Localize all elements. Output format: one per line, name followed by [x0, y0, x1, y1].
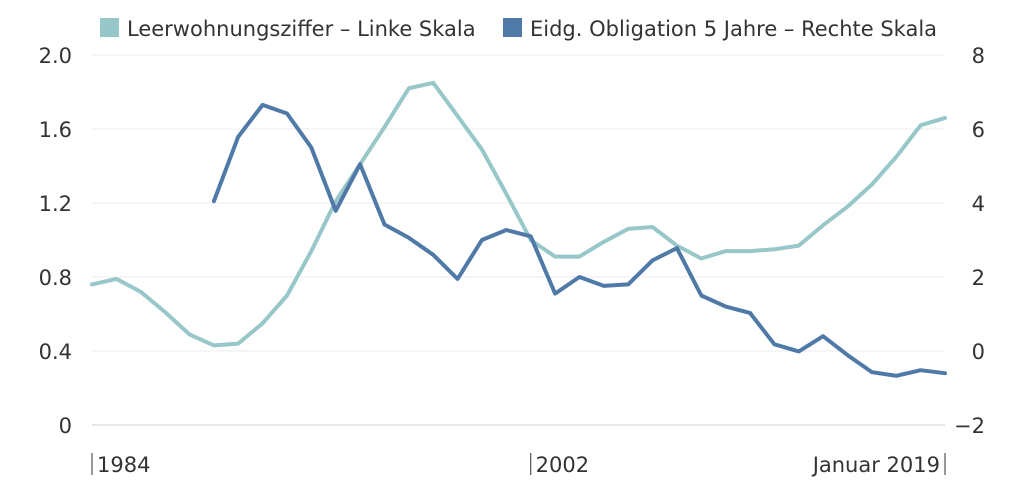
- series-line-bond: [211, 102, 947, 378]
- axes: 2.0 1.6 1.2 0.8 0.4 0 8 6 4 2 0 −2 1984 2002 Januar 20…: [39, 44, 985, 477]
- data-point-vacancy: [334, 200, 337, 202]
- data-point-vacancy: [408, 87, 410, 90]
- x-tick-label: Januar 2019: [811, 453, 940, 477]
- data-point-vacancy: [310, 250, 313, 252]
- data-point-bond: [822, 335, 824, 338]
- data-point-vacancy: [554, 255, 556, 258]
- data-point-vacancy: [505, 192, 508, 195]
- y-right-tick-label: 8: [972, 44, 985, 68]
- data-point-bond: [481, 239, 483, 241]
- data-point-bond: [359, 163, 361, 165]
- data-point-vacancy: [383, 126, 386, 128]
- data-point-vacancy: [237, 342, 240, 345]
- y-right-tick-label: 6: [972, 118, 985, 142]
- series-line-vacancy: [90, 80, 947, 348]
- data-point-bond: [700, 294, 703, 297]
- data-point-bond: [432, 254, 435, 256]
- y-right-tick-label: 4: [972, 192, 985, 216]
- data-point-bond: [237, 135, 240, 138]
- data-point-vacancy: [115, 278, 118, 280]
- legend-label-vacancy: Leerwohnungsziffer – Linke Skala: [127, 17, 476, 41]
- data-point-vacancy: [651, 226, 654, 228]
- data-point-bond: [871, 371, 873, 373]
- data-point-vacancy: [749, 250, 751, 252]
- data-point-bond: [529, 235, 532, 238]
- data-point-vacancy: [91, 283, 93, 286]
- data-point-vacancy: [871, 183, 873, 186]
- data-point-vacancy: [773, 248, 776, 251]
- data-point-bond: [261, 104, 264, 106]
- y-left-tick-label: 1.6: [39, 118, 72, 142]
- grid-lines: [92, 54, 945, 352]
- data-point-bond: [944, 372, 946, 375]
- data-point-bond: [383, 223, 386, 226]
- data-point-bond: [797, 350, 800, 353]
- data-point-vacancy: [919, 124, 922, 127]
- data-point-vacancy: [213, 344, 215, 347]
- data-point-bond: [310, 146, 313, 149]
- data-point-bond: [724, 305, 727, 308]
- data-point-vacancy: [432, 81, 435, 84]
- data-point-vacancy: [846, 205, 849, 208]
- data-point-bond: [627, 283, 629, 286]
- data-point-bond: [578, 276, 581, 278]
- data-point-bond: [286, 112, 288, 115]
- data-point-bond: [334, 209, 337, 212]
- y-right-tick-label: 0: [972, 340, 985, 364]
- data-point-vacancy: [627, 228, 629, 230]
- y-left-tick-label: 0.8: [39, 266, 72, 290]
- y-left-tick-label: 1.2: [39, 192, 72, 216]
- data-point-bond: [603, 285, 605, 287]
- data-point-bond: [554, 292, 556, 295]
- y-left-tick-label: 0.4: [39, 340, 72, 364]
- data-point-vacancy: [139, 291, 142, 293]
- data-point-vacancy: [481, 148, 483, 151]
- legend: Leerwohnungsziffer – Linke Skala Eidg. O…: [100, 17, 937, 41]
- data-point-bond: [749, 312, 751, 314]
- y-right-tick-label: −2: [954, 414, 985, 438]
- data-point-bond: [846, 354, 849, 356]
- data-point-vacancy: [895, 155, 898, 158]
- data-point-vacancy: [578, 255, 581, 258]
- data-point-vacancy: [456, 115, 459, 117]
- data-point-bond: [408, 236, 410, 239]
- data-point-bond: [456, 278, 459, 280]
- data-point-bond: [773, 343, 776, 346]
- data-point-vacancy: [188, 333, 191, 336]
- data-point-bond: [213, 200, 215, 202]
- series: [90, 80, 947, 378]
- data-point-vacancy: [164, 311, 166, 313]
- y-left-tick-label: 0: [59, 414, 72, 438]
- data-point-bond: [895, 374, 898, 377]
- data-point-vacancy: [286, 294, 288, 297]
- y-left-tick-label: 2.0: [39, 44, 72, 68]
- data-point-vacancy: [797, 244, 800, 247]
- legend-label-bond: Eidg. Obligation 5 Jahre – Rechte Skala: [530, 17, 937, 41]
- data-point-vacancy: [724, 250, 727, 252]
- data-point-vacancy: [676, 244, 678, 247]
- legend-swatch-bond: [503, 18, 522, 37]
- data-point-vacancy: [944, 117, 946, 119]
- x-tick-label: 2002: [536, 453, 589, 477]
- data-point-bond: [919, 369, 922, 372]
- x-tick-label: 1984: [97, 453, 150, 477]
- data-point-vacancy: [700, 257, 703, 260]
- data-point-vacancy: [261, 322, 264, 325]
- y-right-tick-label: 2: [972, 266, 985, 290]
- legend-swatch-vacancy: [100, 18, 119, 37]
- data-point-vacancy: [603, 241, 605, 243]
- data-point-vacancy: [822, 224, 824, 226]
- data-point-bond: [676, 247, 678, 249]
- data-point-bond: [505, 229, 508, 231]
- data-point-bond: [651, 259, 654, 262]
